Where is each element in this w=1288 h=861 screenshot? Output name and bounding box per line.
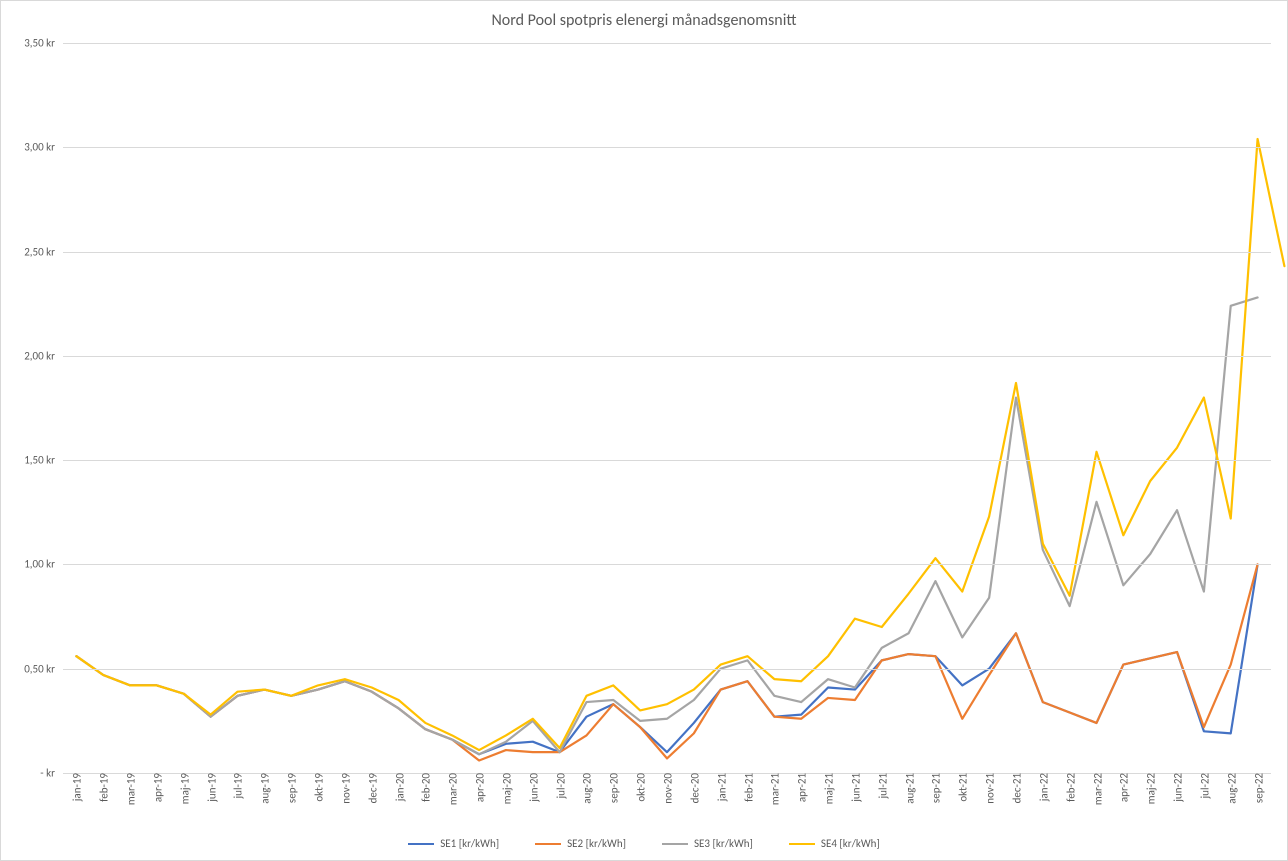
x-tick-label: jul-20	[552, 773, 567, 798]
x-tick-label: sep-19	[284, 773, 299, 803]
x-tick-label: aug-19	[257, 773, 272, 804]
y-tick-label: 1,00 kr	[24, 558, 63, 571]
x-tick-label: feb-19	[96, 773, 111, 802]
x-tick-label: jun-21	[847, 773, 862, 802]
x-tick-label: jun-19	[203, 773, 218, 802]
y-tick-label: 1,50 kr	[24, 454, 63, 467]
series-line	[76, 564, 1257, 754]
x-tick-label: apr-21	[794, 773, 809, 802]
chart-title: Nord Pool spotpris elenergi månadsgenoms…	[1, 11, 1287, 30]
x-tick-label: sep-20	[606, 773, 621, 803]
legend-label: SE2 [kr/kWh]	[567, 837, 626, 850]
plot-area: - kr0,50 kr1,00 kr1,50 kr2,00 kr2,50 kr3…	[63, 43, 1271, 773]
legend-label: SE4 [kr/kWh]	[821, 837, 880, 850]
legend-item: SE3 [kr/kWh]	[662, 837, 753, 850]
gridline	[63, 460, 1271, 461]
x-tick-label: feb-22	[1062, 773, 1077, 802]
gridline	[63, 564, 1271, 565]
series-line	[76, 297, 1257, 754]
legend-label: SE1 [kr/kWh]	[440, 837, 499, 850]
x-tick-label: okt-20	[633, 773, 648, 802]
series-line	[76, 139, 1284, 750]
gridline	[63, 356, 1271, 357]
x-tick-label: dec-21	[1008, 773, 1023, 803]
x-tick-label: jul-21	[874, 773, 889, 798]
x-tick-label: apr-19	[149, 773, 164, 802]
legend-item: SE2 [kr/kWh]	[535, 837, 626, 850]
x-tick-label: jan-22	[1035, 773, 1050, 801]
x-tick-label: jun-20	[525, 773, 540, 802]
x-tick-label: maj-19	[176, 773, 191, 804]
x-tick-label: okt-21	[955, 773, 970, 802]
gridline	[63, 669, 1271, 670]
x-tick-label: jul-22	[1196, 773, 1211, 798]
x-tick-label: mar-21	[767, 773, 782, 805]
x-tick-label: mar-20	[445, 773, 460, 805]
legend-swatch	[535, 843, 561, 845]
legend-swatch	[408, 843, 434, 845]
x-tick-label: apr-22	[1116, 773, 1131, 802]
x-tick-label: jun-22	[1170, 773, 1185, 802]
x-tick-label: sep-21	[928, 773, 943, 803]
x-tick-label: jan-21	[713, 773, 728, 801]
legend-swatch	[662, 843, 688, 845]
x-tick-label: apr-20	[472, 773, 487, 802]
x-tick-label: mar-19	[123, 773, 138, 805]
legend-item: SE1 [kr/kWh]	[408, 837, 499, 850]
x-tick-label: maj-20	[498, 773, 513, 804]
legend-label: SE3 [kr/kWh]	[694, 837, 753, 850]
legend-item: SE4 [kr/kWh]	[789, 837, 880, 850]
x-tick-label: feb-21	[740, 773, 755, 802]
x-tick-label: aug-22	[1223, 773, 1238, 804]
x-tick-label: nov-21	[982, 773, 997, 804]
gridline	[63, 43, 1271, 44]
x-tick-label: maj-22	[1143, 773, 1158, 804]
y-tick-label: 2,50 kr	[24, 245, 63, 258]
gridline	[63, 252, 1271, 253]
line-series-layer	[63, 43, 1271, 773]
x-tick-label: okt-19	[311, 773, 326, 802]
x-tick-label: dec-20	[686, 773, 701, 803]
x-tick-label: aug-20	[579, 773, 594, 804]
chart-frame: Nord Pool spotpris elenergi månadsgenoms…	[0, 0, 1288, 861]
x-tick-label: feb-20	[418, 773, 433, 802]
x-tick-label: jan-19	[69, 773, 84, 801]
y-tick-label: 2,00 kr	[24, 349, 63, 362]
legend-swatch	[789, 843, 815, 845]
x-tick-label: jul-19	[230, 773, 245, 798]
x-tick-label: nov-20	[660, 773, 675, 804]
x-tick-label: aug-21	[901, 773, 916, 804]
x-tick-label: jan-20	[391, 773, 406, 801]
y-tick-label: 3,50 kr	[24, 37, 63, 50]
x-tick-label: mar-22	[1089, 773, 1104, 805]
x-tick-label: dec-19	[364, 773, 379, 803]
legend: SE1 [kr/kWh] SE2 [kr/kWh] SE3 [kr/kWh] SE4 …	[1, 837, 1287, 850]
y-tick-label: 3,00 kr	[24, 141, 63, 154]
x-tick-label: maj-21	[821, 773, 836, 804]
x-tick-label: sep-22	[1250, 773, 1265, 803]
y-tick-label: 0,50 kr	[24, 662, 63, 675]
y-tick-label: - kr	[40, 767, 63, 780]
series-line	[76, 564, 1257, 760]
x-tick-label: nov-19	[337, 773, 352, 804]
gridline	[63, 147, 1271, 148]
